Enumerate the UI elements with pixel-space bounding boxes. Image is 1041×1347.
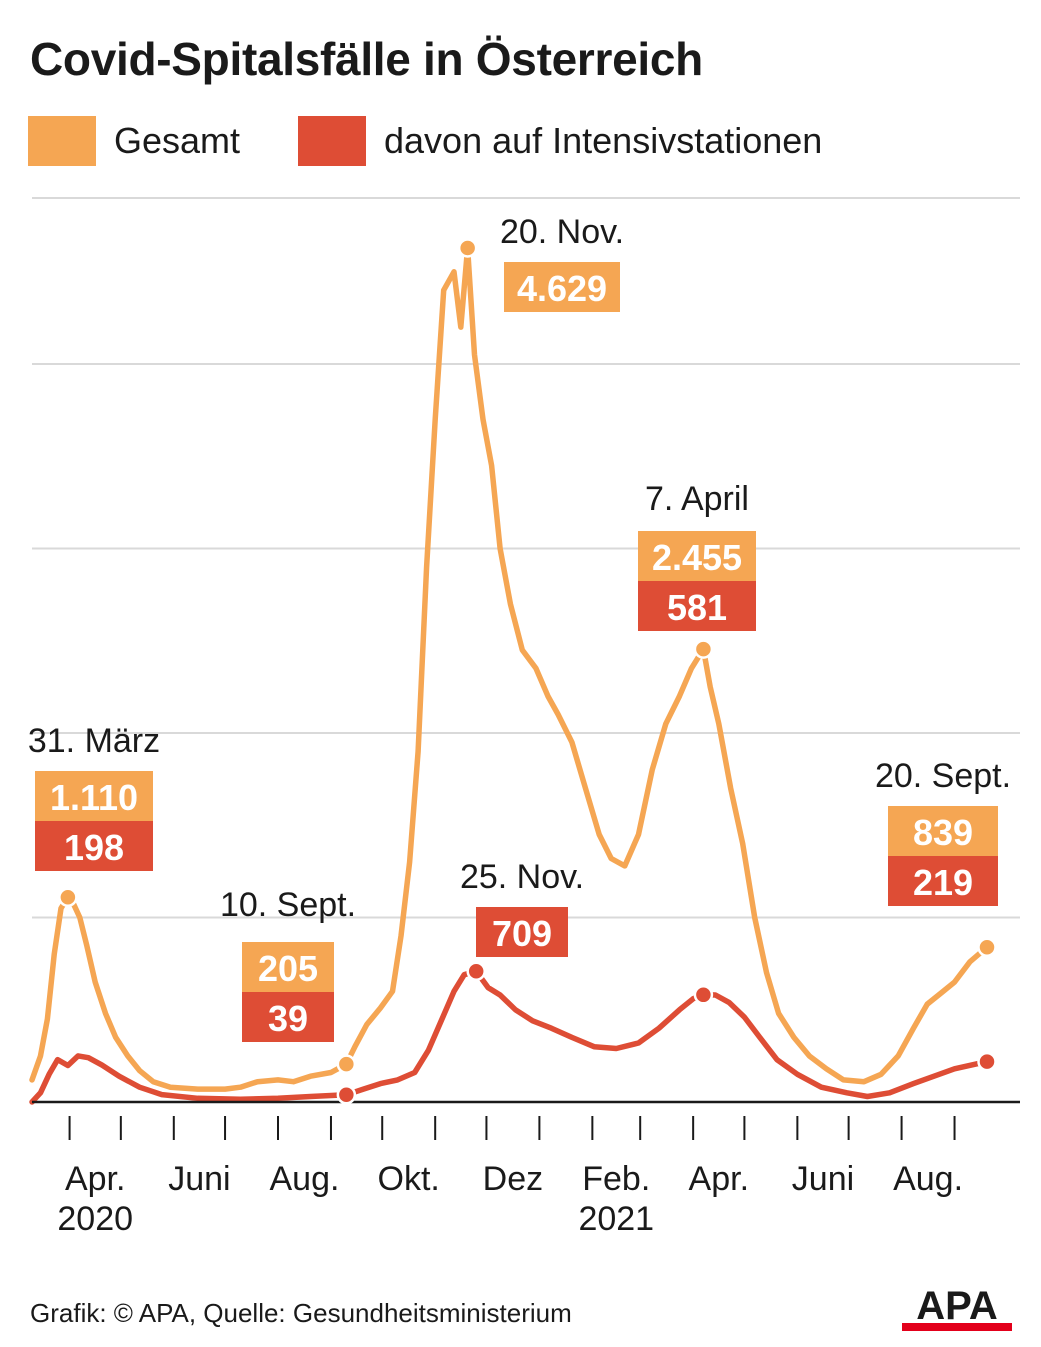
annotation-icu-value: 581 (667, 587, 727, 628)
total-marker (977, 937, 997, 957)
annotation-total-value-box (504, 262, 620, 312)
x-tick-year-label: 2021 (578, 1200, 654, 1238)
x-tick-label: Juni (792, 1160, 854, 1198)
annotation-total-value: 839 (913, 812, 973, 853)
annotation-total-value: 1.110 (50, 777, 138, 818)
source-credit: Grafik: © APA, Quelle: Gesundheitsminist… (30, 1298, 572, 1328)
annotation-icu-value: 39 (268, 998, 308, 1039)
x-tick-year-label: 2020 (57, 1200, 133, 1238)
logo-text: APA (916, 1284, 997, 1328)
total-marker (693, 639, 714, 659)
annotation-date-label: 7. April (645, 480, 749, 518)
annotation-date-label: 20. Sept. (875, 757, 1011, 795)
annotation-icu-value-box (242, 992, 334, 1042)
icu-marker (693, 985, 714, 1005)
annotation-icu-value: 219 (913, 862, 973, 903)
icu-marker (336, 1085, 357, 1105)
annotation-total-value-box (888, 806, 998, 856)
annotation-total-value-box (35, 771, 153, 821)
x-tick-label: Aug. (893, 1160, 963, 1198)
legend-item-total: Gesamt (28, 116, 240, 166)
annotation-date-label: 20. Nov. (500, 213, 624, 251)
annotation-total-value-box (638, 531, 756, 581)
x-tick-label: Juni (168, 1160, 230, 1198)
annotation-icu-value: 709 (492, 913, 552, 954)
total-marker (58, 887, 78, 907)
icu-series-line (29, 968, 990, 1105)
legend-swatch-total (28, 116, 96, 166)
legend-item-icu: davon auf Intensivstationen (298, 116, 822, 166)
x-tick-label: Dez (483, 1160, 543, 1198)
annotation-icu-value-box (888, 856, 998, 906)
x-tick-label: Apr. (65, 1160, 125, 1198)
apa-logo: APA (902, 1284, 1012, 1331)
annotation-icu-value-box (638, 581, 756, 631)
legend-label-icu: davon auf Intensivstationen (384, 120, 823, 161)
icu-marker (466, 961, 486, 981)
total-marker (336, 1054, 357, 1074)
annotation-icu-value-box (35, 821, 153, 871)
x-tick-label: Aug. (270, 1160, 340, 1198)
annotation-date-label: 25. Nov. (460, 858, 584, 896)
legend-label-total: Gesamt (114, 120, 241, 161)
x-tick-label: Feb. (582, 1160, 650, 1198)
chart-title: Covid-Spitalsfälle in Österreich (30, 33, 703, 85)
annotation-total-value: 205 (258, 948, 318, 989)
total-series-line (29, 245, 990, 1092)
annotation-date-label: 10. Sept. (220, 886, 356, 924)
total-marker (457, 238, 478, 258)
annotation-total-value-box (242, 942, 334, 992)
logo-bar (902, 1323, 1012, 1331)
annotation-icu-value: 198 (64, 827, 124, 868)
icu-marker (977, 1051, 997, 1072)
annotation-total-value: 4.629 (517, 268, 607, 309)
annotation-total-value: 2.455 (652, 537, 742, 578)
legend-swatch-icu (298, 116, 366, 166)
x-tick-label: Apr. (689, 1160, 749, 1198)
annotation-icu-value-box (476, 907, 568, 957)
x-tick-label: Okt. (378, 1160, 440, 1198)
annotation-date-label: 31. März (28, 722, 160, 760)
